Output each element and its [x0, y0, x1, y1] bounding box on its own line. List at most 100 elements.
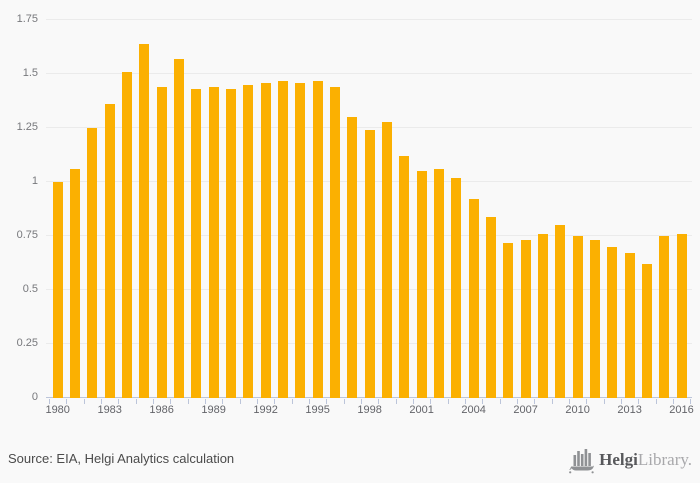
x-axis-tick	[447, 399, 449, 404]
bar	[537, 233, 548, 398]
x-axis-label: 2013	[617, 404, 642, 416]
x-axis-label: 1983	[97, 404, 122, 416]
x-axis-tick	[205, 399, 206, 404]
bar	[156, 87, 167, 398]
bar	[208, 87, 219, 398]
bar-chart-boat-icon	[569, 446, 595, 474]
gridline	[46, 19, 692, 20]
bar	[607, 246, 618, 398]
bar	[174, 58, 184, 398]
x-axis-label: 2010	[565, 404, 590, 416]
y-axis-label: 1	[31, 175, 38, 187]
x-axis-tick	[638, 399, 640, 404]
x-axis-tick	[378, 399, 380, 404]
bar	[52, 182, 63, 398]
x-axis-label: 2001	[409, 404, 434, 416]
x-axis-tick	[343, 399, 345, 404]
x-axis-tick	[655, 399, 657, 404]
bar	[624, 253, 635, 398]
bar	[468, 199, 479, 398]
x-axis-tick	[395, 399, 397, 404]
bar	[329, 87, 340, 398]
bar	[555, 225, 566, 398]
logo-text-helgi: Helgi	[599, 450, 638, 469]
bar	[226, 89, 236, 398]
gridline	[46, 73, 692, 74]
bar	[399, 156, 410, 398]
x-axis-tick	[308, 399, 310, 404]
bar	[260, 82, 271, 398]
bar	[122, 71, 132, 398]
x-axis-tick	[222, 399, 224, 404]
bar	[503, 242, 514, 398]
x-axis-tick	[620, 399, 622, 404]
x-axis-tick	[326, 399, 328, 404]
x-axis-tick	[464, 399, 466, 404]
y-axis-label: 0	[31, 391, 38, 403]
logo-wordmark: HelgiLibrary.	[599, 444, 692, 476]
x-axis-tick	[586, 399, 588, 404]
x-axis-tick	[534, 399, 536, 404]
x-axis-tick	[516, 399, 518, 404]
bar	[589, 240, 600, 398]
y-axis-label: 1.25	[16, 121, 38, 133]
x-axis-tick	[360, 399, 362, 404]
bar	[641, 264, 652, 398]
x-axis-tick	[412, 399, 414, 404]
x-axis-tick	[153, 399, 154, 404]
x-axis-tick	[690, 399, 692, 404]
bar	[70, 169, 80, 398]
x-axis-tick	[568, 399, 570, 404]
bar	[139, 43, 150, 398]
source-text: Source: EIA, Helgi Analytics calculation	[8, 451, 235, 466]
x-axis-label: 1986	[149, 404, 174, 416]
x-axis-label: 1989	[201, 404, 226, 416]
bar	[416, 171, 427, 398]
bar	[381, 121, 392, 398]
y-axis-label: 0.25	[16, 337, 38, 349]
bar	[451, 177, 462, 398]
bar	[485, 216, 496, 398]
x-axis-label: 1995	[305, 404, 330, 416]
bar	[347, 117, 358, 398]
plot-area: 0 0.25 0.5 0.75 1 1.25 1.5 1.75 1980 1983 1986 1989…	[17, 13, 694, 416]
x-axis-tick	[603, 399, 605, 404]
x-axis-tick	[83, 399, 85, 404]
y-axis-label: 1.75	[16, 13, 38, 25]
x-axis-label: 2007	[513, 404, 538, 416]
x-axis-tick	[551, 399, 553, 404]
x-axis-tick	[170, 399, 172, 404]
bar	[191, 89, 202, 398]
bar	[295, 82, 306, 398]
y-axis-label: 0.75	[16, 229, 38, 241]
y-axis-label: 0.5	[22, 283, 38, 295]
x-axis-tick	[101, 399, 102, 404]
x-axis-label: 1980	[45, 404, 70, 416]
x-axis-tick	[239, 399, 241, 404]
x-axis-label: 2016	[669, 404, 694, 416]
x-axis-tick	[482, 399, 484, 404]
x-axis-tick	[49, 399, 50, 404]
x-axis-tick	[66, 399, 68, 404]
x-axis-tick	[257, 399, 258, 404]
y-axis-label: 1.5	[22, 67, 38, 79]
x-axis-tick	[430, 399, 432, 404]
bar	[572, 236, 583, 398]
bar	[659, 236, 670, 398]
x-axis-label: 1992	[253, 404, 278, 416]
bar	[278, 80, 288, 398]
x-axis-tick	[672, 399, 674, 404]
bar	[312, 80, 323, 398]
bar	[87, 128, 98, 398]
logo-text-library: Library.	[637, 450, 692, 469]
bar	[433, 169, 444, 398]
x-axis-tick	[118, 399, 120, 404]
helgi-library-logo: HelgiLibrary.	[569, 444, 692, 476]
x-axis-tick	[187, 399, 189, 404]
bar	[676, 233, 687, 398]
gridline	[46, 127, 692, 128]
x-axis-tick	[499, 399, 501, 404]
bar	[520, 240, 531, 398]
x-axis-tick	[135, 399, 137, 404]
